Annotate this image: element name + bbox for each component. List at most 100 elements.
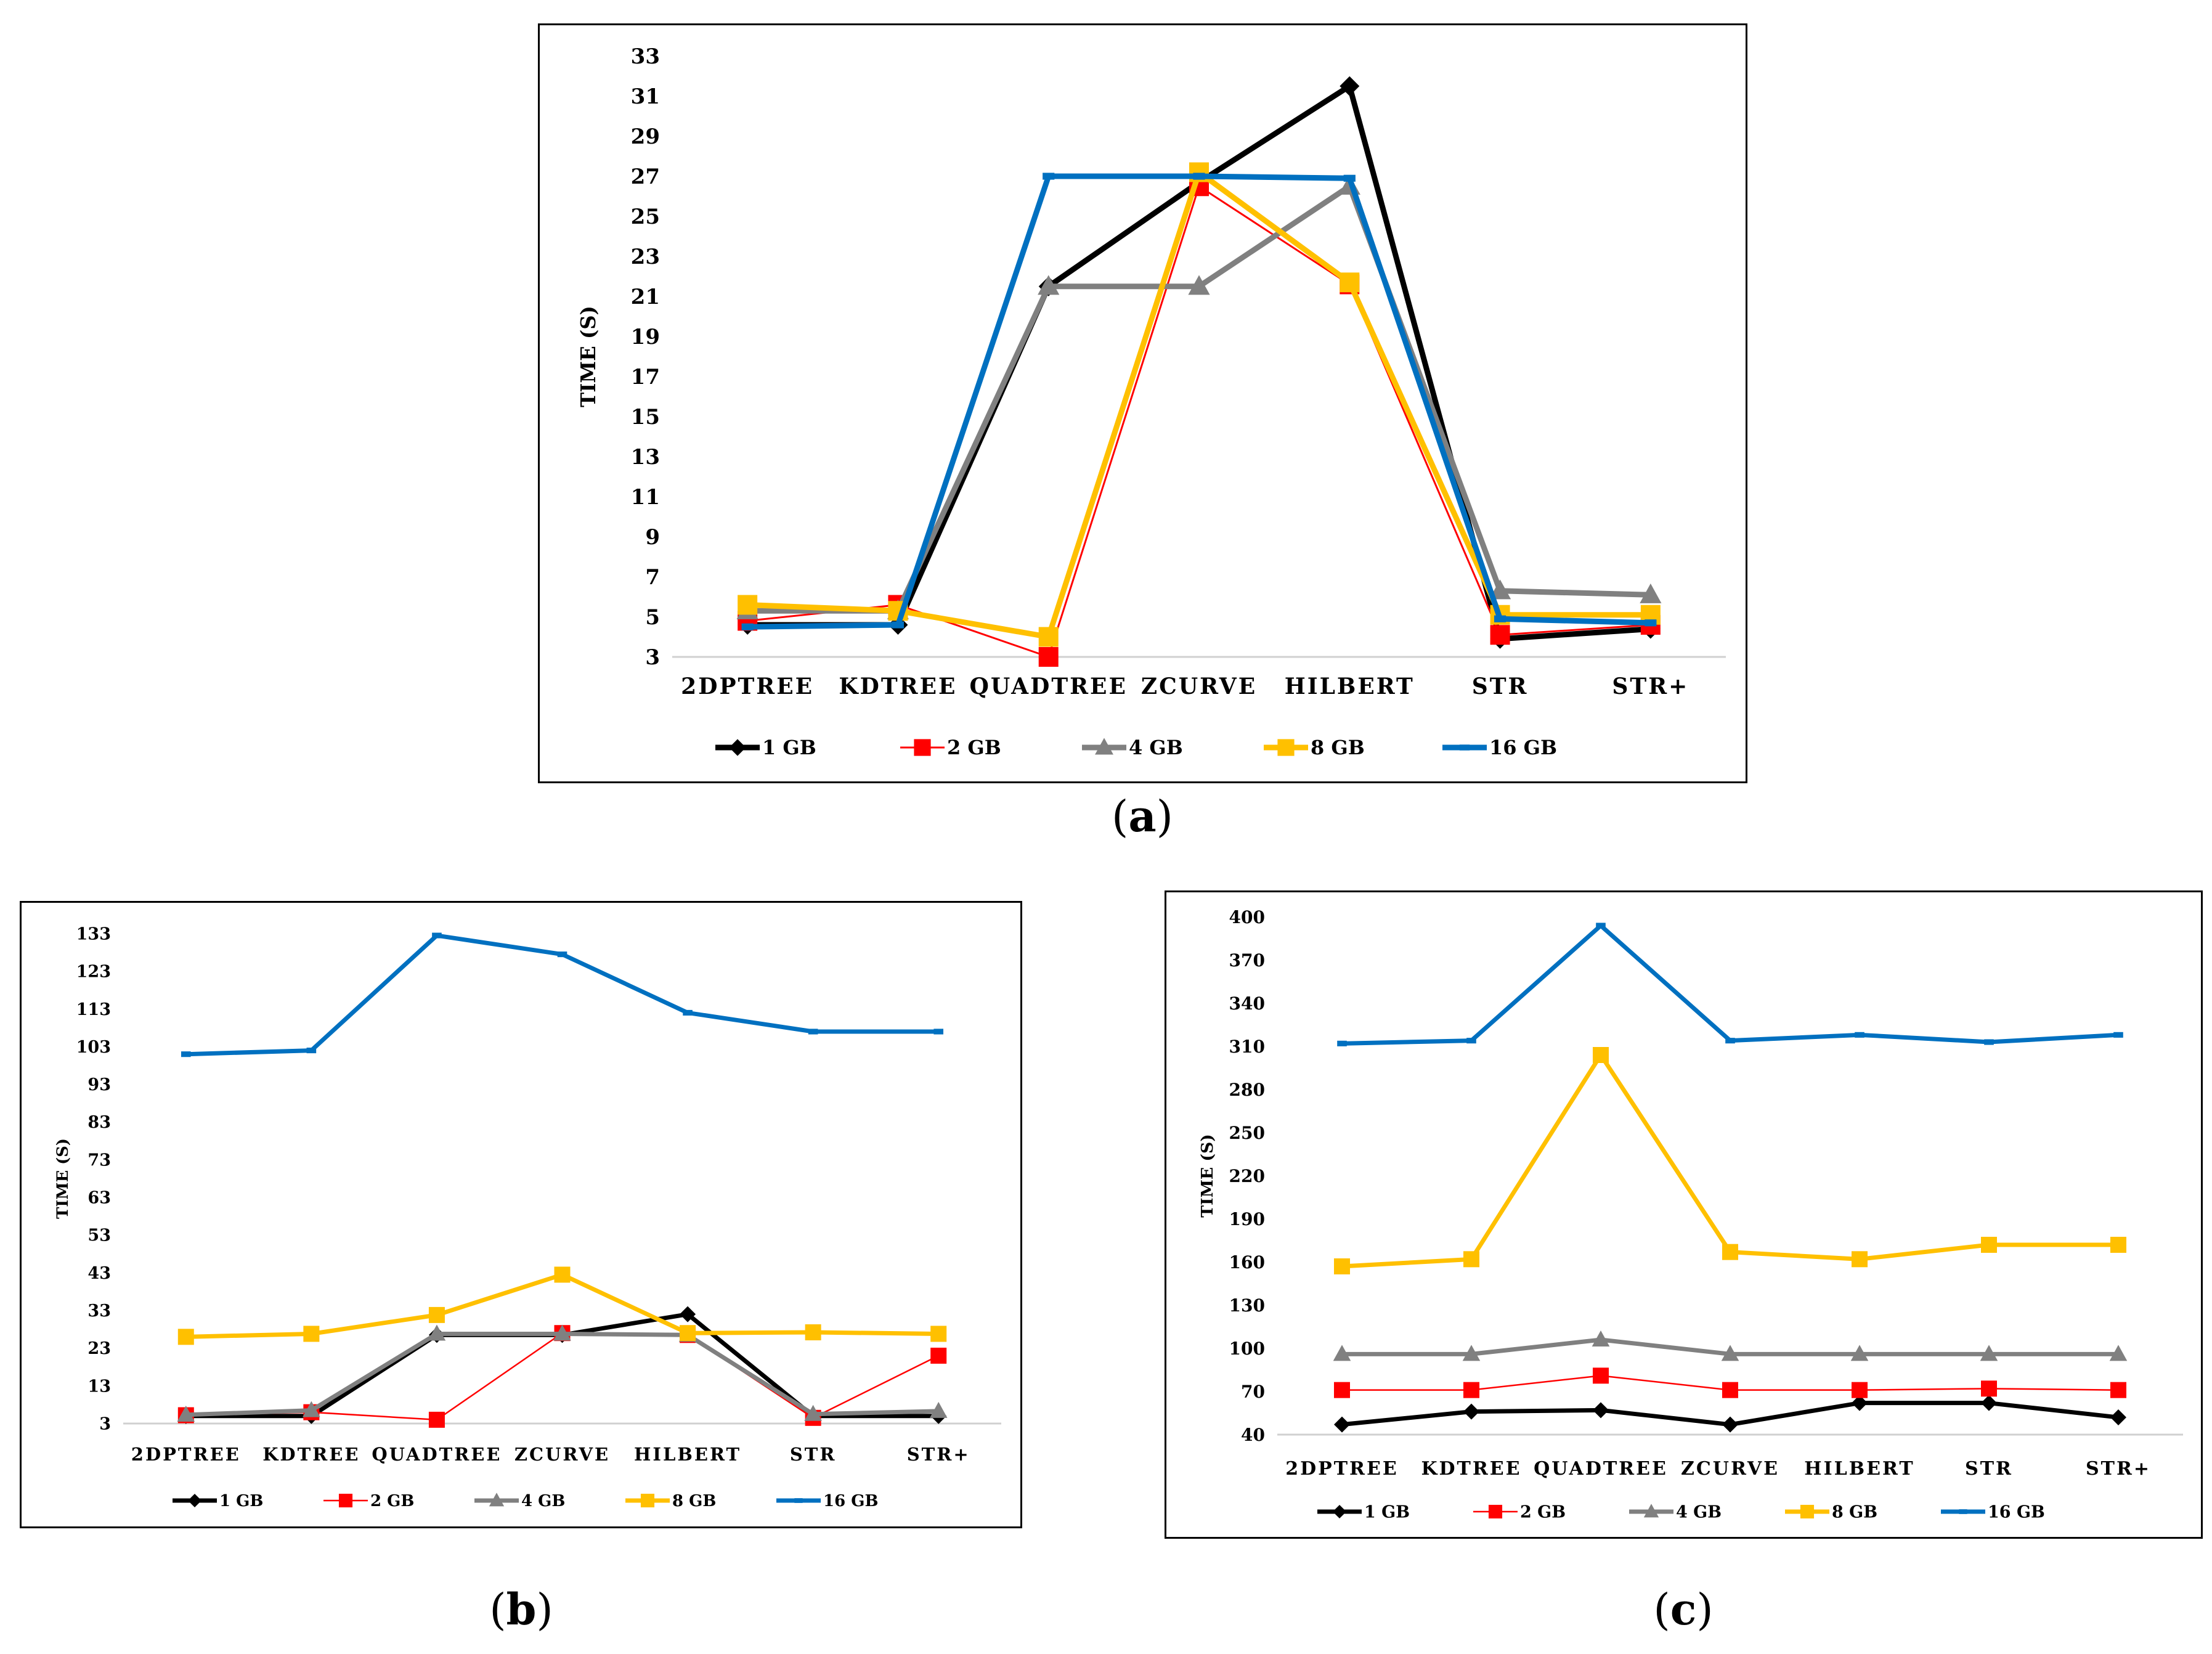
data-point [303,1326,320,1342]
y-tick-label: 100 [1229,1338,1265,1359]
data-point [680,1325,696,1342]
x-tick-label: KDTREE [1421,1458,1521,1480]
data-point [808,1029,818,1035]
y-tick-label: 15 [631,405,660,430]
x-tick-label: QUADTREE [970,674,1128,699]
y-tick-label: 220 [1229,1166,1265,1186]
legend-entry: 2 GB [900,736,1001,759]
data-point [1494,615,1507,622]
y-tick-label: 83 [87,1113,111,1132]
legend-marker [1800,1504,1815,1519]
data-point [1043,173,1055,180]
data-point [741,623,754,630]
chart-b: 3 13 23 33 43 53 63 73 83 93 103 113 123 133 TIME (S) 2… [54,924,1001,1510]
legend-label: 4 GB [1676,1502,1722,1522]
legend-entry: 4 GB [474,1492,565,1510]
data-point [1981,1380,1997,1397]
legend-marker [1959,1509,1967,1514]
data-point [1489,579,1511,600]
data-point [804,1404,822,1421]
data-point [930,1347,947,1364]
data-point [2110,1382,2126,1398]
x-tick-label: ZCURVE [1681,1458,1779,1480]
series-1gb [177,1306,947,1424]
legend-marker [640,1493,655,1508]
y-tick-label: 27 [631,165,660,189]
data-point [1722,1382,1738,1398]
x-tick-label: HILBERT [634,1444,741,1465]
data-point [1466,1038,1476,1044]
y-tick-label: 340 [1229,993,1265,1014]
data-point [1596,923,1606,929]
y-tick-label: 13 [87,1377,111,1396]
legend-marker [794,1498,803,1503]
legend-entry: 2 GB [323,1492,414,1510]
data-point [181,1051,191,1057]
chart-panel-b: 3 13 23 33 43 53 63 73 83 93 103 113 123 133 TIME (S) 2… [20,901,1022,1528]
data-point [2113,1032,2123,1038]
data-point [1490,625,1510,645]
data-point [553,1324,571,1341]
legend-label: 16 GB [1489,736,1557,759]
data-point [428,1324,446,1341]
y-tick-label: 130 [1229,1295,1265,1316]
legend-label: 8 GB [1832,1502,1877,1522]
legend-marker [914,739,931,756]
y-tick-label: 70 [1241,1382,1265,1402]
series-1gb [738,76,1661,649]
data-point [177,1329,194,1345]
data-point [2110,1237,2126,1253]
data-point [1463,1403,1479,1420]
x-tick-label: HILBERT [1804,1458,1914,1480]
y-tick-label: 19 [631,325,660,349]
y-tick-label: 13 [631,445,660,470]
legend-entry: 4 GB [1082,736,1183,759]
data-point [303,1401,320,1417]
y-tick-label: 21 [631,285,660,309]
legend-label: 2 GB [370,1492,414,1510]
caption-a: (a) [1112,791,1173,842]
y-tick-label: 23 [87,1339,111,1358]
legend-entry: 16 GB [1442,736,1557,759]
legend-label: 1 GB [762,736,816,759]
y-tick-label: 400 [1229,907,1265,927]
data-point [1337,1040,1347,1046]
y-tick-label: 3 [99,1414,111,1433]
data-point [1980,1345,1998,1361]
data-point [177,1405,195,1422]
series-8gb [1334,1047,2126,1274]
data-point [1463,1382,1479,1398]
x-tick-label: STR+ [2086,1458,2151,1480]
x-tick-label: 2DPTREE [131,1444,241,1465]
data-point [892,621,905,629]
chart-panel-c: 40 70 100 130 160 190 220 250 280 310 340 370 400 TIM… [1165,890,2203,1539]
y-tick-label: 11 [631,485,660,510]
data-point [1850,1345,1869,1361]
legend-marker [1277,739,1295,756]
data-point [1593,1402,1609,1419]
data-point [1855,1032,1864,1038]
x-tick-label: 2DPTREE [1285,1458,1398,1480]
y-tick-label: 123 [76,963,111,982]
series-line [747,173,1651,630]
data-point [1334,1258,1350,1274]
data-point [1462,1345,1481,1361]
data-point [1593,1367,1609,1384]
legend-entry: 8 GB [1264,736,1365,759]
data-point [1038,627,1059,647]
data-point [1334,1416,1350,1433]
y-tick-label: 17 [631,365,660,389]
data-point [1038,647,1059,667]
data-point [1592,1330,1610,1347]
data-point [306,1048,317,1054]
legend-entry: 1 GB [715,736,816,759]
legend-entry: 2 GB [1473,1502,1566,1522]
legend-marker [1095,738,1113,755]
data-point [1645,619,1657,627]
y-tick-label: 7 [645,565,660,590]
x-tick-label: 2DPTREE [681,674,814,699]
series-4gb [736,174,1662,619]
y-tick-label: 370 [1229,950,1265,971]
y-tick-label: 113 [76,1000,111,1019]
y-tick-label: 73 [87,1151,111,1170]
